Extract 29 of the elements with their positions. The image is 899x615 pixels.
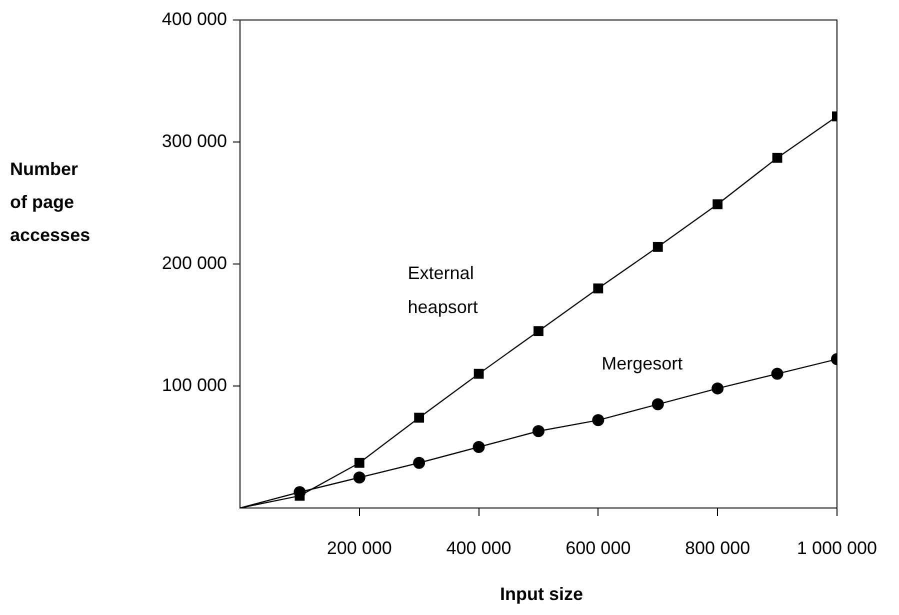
y-tick-label: 300 000 <box>162 130 227 151</box>
x-tick-label: 400 000 <box>446 538 512 558</box>
series-label: Mergesort <box>602 353 683 374</box>
point <box>712 199 723 210</box>
x-tick-label: 200 000 <box>326 538 392 558</box>
x-tick-label: 600 000 <box>566 538 631 558</box>
x-tick-label: 1 000 000 <box>796 538 877 558</box>
point <box>413 456 426 469</box>
point <box>771 368 784 380</box>
point <box>534 326 544 336</box>
y-tick-label: 400 000 <box>162 8 227 29</box>
point <box>593 283 604 294</box>
point <box>772 152 782 163</box>
x-axis-title: Input size <box>500 584 583 604</box>
y-axis-title: Number of page accesses <box>10 158 90 245</box>
y-tick-label: 200 000 <box>162 252 227 273</box>
point <box>474 368 484 379</box>
point <box>354 458 364 468</box>
point <box>712 382 724 394</box>
y-tick-label: 100 000 <box>162 374 227 395</box>
point <box>592 414 604 426</box>
point <box>353 472 366 484</box>
point <box>652 242 663 252</box>
text: External heapsort <box>408 262 478 317</box>
point <box>652 398 664 410</box>
x-tick-label: 800 000 <box>685 538 750 558</box>
point <box>414 412 424 423</box>
point <box>532 425 544 438</box>
point <box>472 441 485 453</box>
